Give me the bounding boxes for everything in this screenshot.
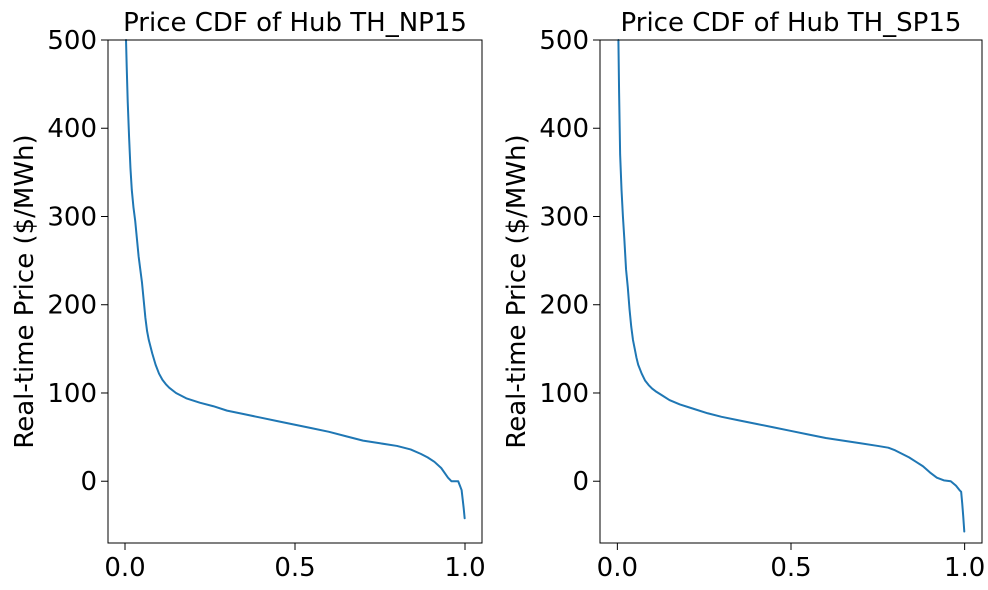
x-tick-label: 0.5 [274,553,315,583]
y-tick-label: 300 [539,202,589,232]
x-tick-label: 0.0 [104,553,145,583]
chart-title: Price CDF of Hub TH_NP15 [123,8,467,38]
chart-title: Price CDF of Hub TH_SP15 [621,8,962,38]
series-line-0 [617,39,966,533]
axes-frame [107,39,483,544]
y-tick-label: 0 [572,467,589,497]
y-tick-label: 500 [47,26,97,56]
series-line-0 [125,39,466,520]
y-tick-label: 500 [539,26,589,56]
chart-panel-sp15: Price CDF of Hub TH_SP15 Real-time Price … [502,8,985,583]
y-axis-label: Real-time Price ($/MWh) [10,134,40,448]
chart-panel-np15: Price CDF of Hub TH_NP15 Real-time Price … [10,8,486,583]
y-tick-label: 400 [539,114,589,144]
x-tick-label: 1.0 [444,553,485,583]
y-tick-label: 100 [47,379,97,409]
y-axis-label: Real-time Price ($/MWh) [502,134,532,448]
y-tick-label: 0 [80,467,97,497]
y-tick-label: 400 [47,114,97,144]
y-tick-label: 100 [539,379,589,409]
x-tick-label: 0.0 [597,553,638,583]
y-tick-label: 300 [47,202,97,232]
y-tick-label: 200 [47,291,97,321]
x-tick-label: 0.5 [770,553,811,583]
y-tick-label: 200 [539,291,589,321]
x-tick-label: 1.0 [944,553,985,583]
